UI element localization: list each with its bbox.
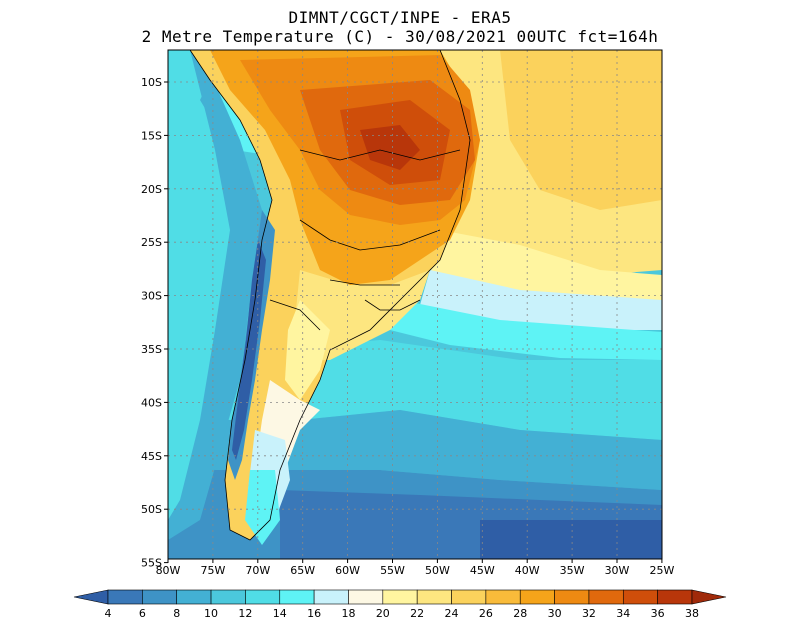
lat-label-55S: 55S [141, 557, 162, 570]
lon-label-30W: 30W [605, 564, 630, 577]
latitude-labels: 10S 15S 20S 25S 30S 35S 40S 45S 50S 55S [141, 76, 162, 570]
colorbar-label-26: 26 [479, 607, 493, 618]
colorbar-label-36: 36 [651, 607, 665, 618]
colorbar-arrow-high [691, 589, 727, 605]
colorbar-label-28: 28 [513, 607, 527, 618]
lon-label-45W: 45W [470, 564, 495, 577]
colorbar-label-20: 20 [376, 607, 390, 618]
lat-label-15S: 15S [141, 129, 162, 142]
colorbar-label-34: 34 [616, 607, 630, 618]
colorbar-segment [416, 589, 452, 605]
colorbar-label-6: 6 [139, 607, 146, 618]
lon-label-35W: 35W [560, 564, 585, 577]
map-frame [167, 49, 663, 560]
lon-label-55W: 55W [380, 564, 405, 577]
lat-label-40S: 40S [141, 396, 162, 409]
colorbar-label-30: 30 [548, 607, 562, 618]
colorbar-segment [622, 589, 658, 605]
temperature-field [168, 50, 662, 559]
lon-label-40W: 40W [515, 564, 540, 577]
colorbar-label-32: 32 [582, 607, 596, 618]
title-line-1: DIMNT/CGCT/INPE - ERA5 [288, 8, 512, 27]
longitude-labels: 80W 75W 70W 65W 60W 55W 50W 45W 40W 35W 30W 25W [156, 564, 675, 577]
lon-label-60W: 60W [335, 564, 360, 577]
lat-label-35S: 35S [141, 343, 162, 356]
lat-label-10S: 10S [141, 76, 162, 89]
colorbar-segment [107, 589, 143, 605]
colorbar-label-8: 8 [173, 607, 180, 618]
colorbar-label-22: 22 [410, 607, 424, 618]
colorbar-label-24: 24 [445, 607, 459, 618]
colorbar-label-12: 12 [238, 607, 252, 618]
colorbar-segment [519, 589, 555, 605]
lon-label-50W: 50W [425, 564, 450, 577]
lon-label-65W: 65W [290, 564, 315, 577]
lon-label-70W: 70W [245, 564, 270, 577]
lat-label-30S: 30S [141, 290, 162, 303]
colorbar-segment [554, 589, 590, 605]
colorbar-label-4: 4 [105, 607, 112, 618]
colorbar-label-18: 18 [341, 607, 355, 618]
colorbar-segment [485, 589, 521, 605]
colorbar-segment [348, 589, 384, 605]
colorbar-label-10: 10 [204, 607, 218, 618]
colorbar-label-16: 16 [307, 607, 321, 618]
gridlines [168, 50, 662, 559]
lat-label-25S: 25S [141, 236, 162, 249]
lat-label-50S: 50S [141, 503, 162, 516]
colorbar-label-14: 14 [273, 607, 287, 618]
colorbar-segment [142, 589, 178, 605]
axis-ticks [164, 81, 663, 564]
colorbar: 4 6 8 10 12 14 16 18 20 22 24 26 28 30 32 34 36 38 [73, 589, 727, 618]
colorbar-segment [176, 589, 212, 605]
colorbar-segment [313, 589, 349, 605]
coastline-borders [189, 50, 471, 541]
title-line-2: 2 Metre Temperature (C) - 30/08/2021 00U… [141, 27, 659, 46]
colorbar-segment [279, 589, 315, 605]
colorbar-segment [382, 589, 418, 605]
colorbar-segment [245, 589, 281, 605]
lon-label-80W: 80W [156, 564, 181, 577]
lon-label-25W: 25W [649, 564, 674, 577]
colorbar-arrow-low [73, 589, 109, 605]
lon-label-75W: 75W [200, 564, 225, 577]
lat-label-20S: 20S [141, 183, 162, 196]
colorbar-segment [657, 589, 693, 605]
colorbar-label-38: 38 [685, 607, 699, 618]
colorbar-segment [588, 589, 624, 605]
colorbar-segment [451, 589, 487, 605]
colorbar-segment [210, 589, 246, 605]
lat-label-45S: 45S [141, 450, 162, 463]
